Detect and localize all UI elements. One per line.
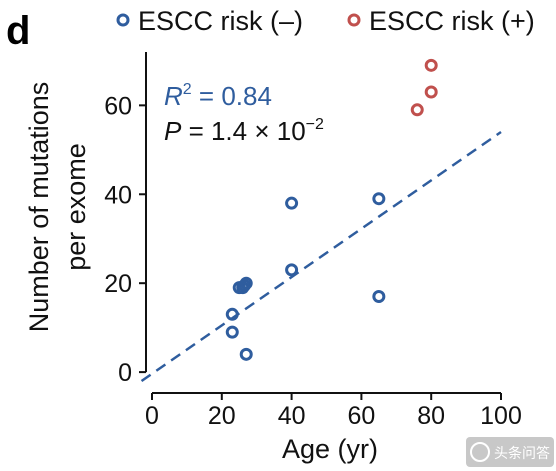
regression-fit-line — [140, 130, 502, 383]
y-tick-label: 40 — [104, 181, 132, 209]
x-tick-label: 80 — [417, 402, 445, 430]
data-point-escc-risk-negative — [225, 325, 239, 339]
fit-layer — [140, 130, 502, 383]
y-axis-title-line-1: Number of mutations — [24, 82, 54, 333]
data-point-escc-risk-negative — [285, 263, 299, 277]
x-tick-label: 20 — [208, 402, 236, 430]
data-point-escc-risk-negative — [372, 290, 386, 304]
data-point-escc-risk-negative — [239, 347, 253, 361]
r-squared-value: = 0.84 — [192, 81, 272, 111]
y-tick-label: 0 — [118, 359, 132, 387]
legend-label-escc-risk-negative: ESCC risk (–) — [138, 6, 303, 36]
x-axis-title: Age (yr) — [282, 434, 378, 464]
r-squared-annotation: R2 = 0.84 — [164, 81, 272, 111]
legend-label-escc-risk-positive: ESCC risk (+) — [369, 6, 535, 36]
r-squared-exponent: 2 — [183, 81, 192, 98]
data-point-escc-risk-negative — [239, 276, 253, 290]
points-layer — [225, 58, 438, 361]
y-axis-title-line-2: per exome — [61, 143, 91, 271]
p-value-value: = 1.4 × 10 — [181, 116, 305, 146]
x-tick-label: 60 — [347, 402, 375, 430]
legend-marker-escc-risk-positive — [347, 13, 361, 27]
legend-marker-escc-risk-negative — [116, 13, 130, 27]
y-axis-title: Number of mutations per exome — [24, 82, 91, 333]
data-point-escc-risk-positive — [424, 58, 438, 72]
p-value-symbol: P — [164, 116, 182, 146]
data-point-escc-risk-negative — [285, 196, 299, 210]
watermark-logo-icon — [470, 442, 490, 462]
r-squared-symbol: R — [164, 81, 183, 111]
data-point-escc-risk-negative — [225, 307, 239, 321]
panel-label: d — [6, 9, 30, 53]
p-value-exponent: −2 — [306, 116, 324, 133]
x-tick-label: 100 — [480, 402, 522, 430]
data-point-escc-risk-negative — [372, 192, 386, 206]
data-point-escc-risk-positive — [424, 85, 438, 99]
watermark-badge — [466, 437, 554, 467]
watermark-label: 头条问答 — [494, 445, 550, 461]
x-tick-label: 40 — [278, 402, 306, 430]
data-point-escc-risk-positive — [410, 103, 424, 117]
x-tick-label: 0 — [145, 402, 159, 430]
legend: ESCC risk (–) ESCC risk (+) — [116, 6, 535, 36]
axes: 0 20 40 60 80 100 0 20 40 60 — [104, 52, 522, 430]
y-tick-label: 20 — [104, 270, 132, 298]
y-tick-label: 60 — [104, 92, 132, 120]
p-value-annotation: P = 1.4 × 10−2 — [164, 116, 324, 146]
watermark: 头条问答 — [466, 437, 554, 467]
